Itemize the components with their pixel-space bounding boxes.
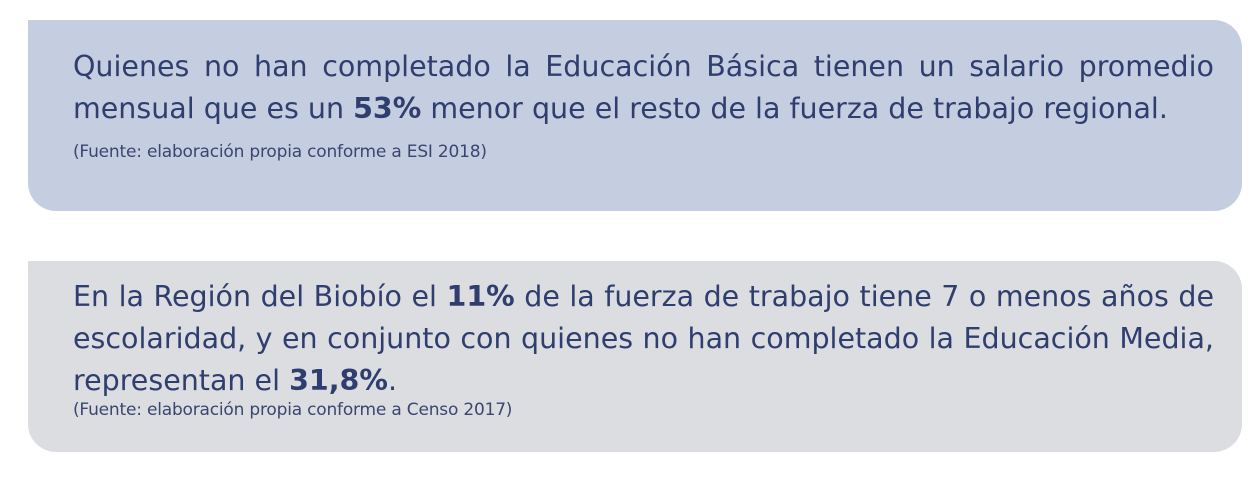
statement-text: En la Región del Biobío el [73, 280, 447, 313]
statement-text-end: . [387, 364, 397, 397]
statement-text: Quienes no han completado la Educación B… [73, 50, 1214, 125]
info-card-salary: Quienes no han completado la Educación B… [28, 20, 1242, 211]
salary-statement: Quienes no han completado la Educación B… [73, 46, 1214, 130]
info-card-schooling: En la Región del Biobío el 11% de la fue… [28, 261, 1242, 452]
statement-text-middle: de la fuerza de trabajo tiene 7 o menos … [73, 280, 1214, 397]
salary-gap-percentage: 53% [353, 92, 422, 125]
source-note: (Fuente: elaboración propia conforme a E… [73, 142, 487, 162]
source-note: (Fuente: elaboración propia conforme a C… [73, 400, 513, 420]
combined-percentage: 31,8% [289, 364, 388, 397]
statement-text-end: menor que el resto de la fuerza de traba… [421, 92, 1168, 125]
schooling-statement: En la Región del Biobío el 11% de la fue… [73, 276, 1214, 402]
low-schooling-percentage: 11% [446, 280, 515, 313]
